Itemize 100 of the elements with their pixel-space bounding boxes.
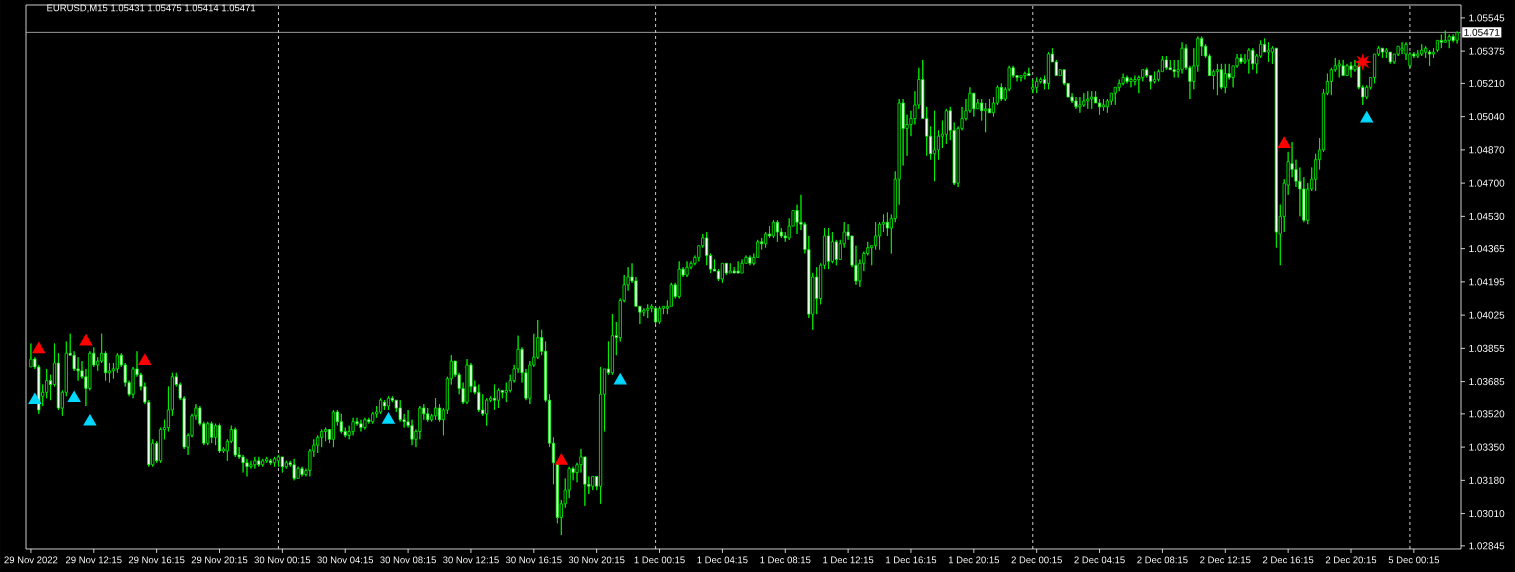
candlestick [379,397,383,415]
candlestick [736,260,740,274]
candlestick [1035,77,1039,94]
y-tick-label: 1.02845 [1469,542,1505,550]
candlestick [257,456,261,468]
x-tick-label: 30 Nov 00:15 [254,556,311,564]
candlestick [386,395,391,411]
candlestick [646,303,650,319]
candlestick [280,456,284,473]
candlestick [1455,31,1459,44]
y-tick-label: 1.04365 [1469,245,1505,253]
x-tick-label: 2 Dec 16:15 [1263,556,1314,564]
candlestick [253,456,257,470]
y-tick-label: 1.03180 [1469,476,1505,484]
candlestick [826,227,831,270]
candlestick [685,260,689,278]
candlestick [599,366,603,505]
x-tick-label: 2 Dec 04:15 [1074,556,1125,564]
candlestick [1086,90,1090,110]
candlestick [932,110,937,182]
candlestick [1023,71,1027,80]
x-tick-label: 2 Dec 08:15 [1137,556,1188,564]
y-tick-label: 1.04700 [1469,179,1505,187]
y-tick-label: 1.05545 [1469,14,1505,22]
x-tick-label: 5 Dec 00:15 [1388,556,1440,564]
y-tick-label: 1.04025 [1469,311,1505,319]
x-tick-label: 30 Nov 20:15 [568,556,625,564]
candlestick [1078,96,1082,114]
candlestick [292,458,296,481]
candlestick [677,260,681,299]
candlestick [1251,47,1255,71]
candlestick [465,358,469,405]
y-tick-label: 1.04530 [1469,212,1505,220]
candlestick [1341,59,1345,76]
candlestick [272,456,277,468]
x-tick-label: 29 Nov 20:15 [191,556,248,564]
candlestick [477,384,481,413]
candlestick [363,417,367,430]
x-tick-label: 29 Nov 16:15 [128,556,185,564]
candlestick [496,388,501,409]
candlestick [1349,61,1353,78]
point [67,391,81,403]
candlestick [300,466,304,477]
candlestick [269,458,273,466]
candlestick [359,419,363,432]
x-tick-label: 1 Dec 08:15 [760,556,811,564]
candlestick [1337,59,1341,78]
candlestick [771,219,776,239]
x-tick-label: 1 Dec 12:15 [823,556,874,564]
x-tick-label: 2 Dec 12:15 [1200,556,1251,564]
candlestick [1090,90,1094,110]
x-tick-label: 29 Nov 2022 [4,556,58,564]
candlestick [1380,47,1385,59]
candlestick [351,417,355,436]
point [83,414,97,426]
candlestick [265,456,269,464]
candlestick [217,423,222,454]
candlestick [339,413,343,434]
candlestick [233,427,237,458]
chart-title: EURUSD,M15 1.05431 1.05475 1.05414 1.05471 [47,4,256,13]
y-tick-label: 1.03685 [1469,378,1505,386]
candlestick [591,476,595,491]
candlestick [1031,79,1035,94]
point [555,453,568,465]
x-tick-label: 1 Dec 20:15 [948,556,1000,564]
candlestick [1223,63,1227,94]
point [613,373,627,385]
x-tick-label: 2 Dec 20:15 [1325,556,1377,564]
candlestick [1435,39,1440,53]
y-tick-label: 1.03010 [1469,510,1505,518]
candlestick [492,384,497,411]
candlestick [261,458,265,468]
x-tick-label: 1 Dec 04:15 [697,556,748,564]
candlestick [485,397,489,426]
candlestick [284,460,288,470]
candlestick [245,458,249,477]
candlestick [748,255,752,266]
x-tick-label: 30 Nov 08:15 [380,556,436,564]
candlestick [1046,51,1051,90]
candlestick [1101,98,1106,112]
ref-line-label: 1.05471 [1464,28,1500,36]
candlestick [1019,75,1023,82]
candlestick [1247,47,1251,75]
y-tick-label: 1.03855 [1469,344,1505,352]
point [79,334,93,346]
point [138,353,152,365]
point [28,393,42,405]
candlestick [434,397,438,421]
candlestick [740,258,744,274]
candlestick [1074,96,1078,110]
candlestick [382,399,387,411]
candlestick [316,434,320,454]
candlestick [29,343,33,368]
y-tick-label: 1.05210 [1469,79,1505,87]
x-tick-label: 2 Dec 00:15 [1011,556,1062,564]
candlestick [1164,55,1168,71]
x-tick-label: 30 Nov 04:15 [317,556,374,564]
point [32,342,46,354]
candlestick [1125,75,1129,84]
point [1360,111,1373,123]
